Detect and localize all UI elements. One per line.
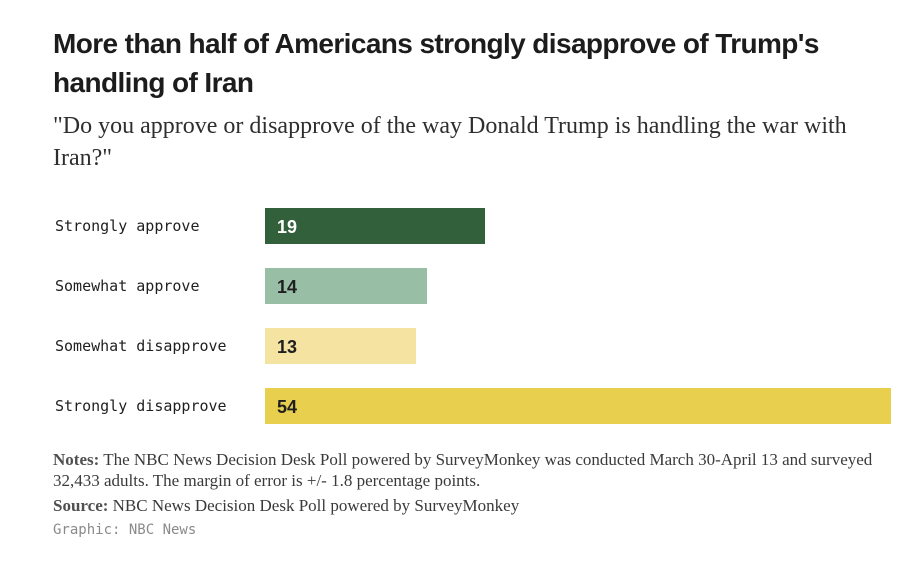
- notes: Notes: The NBC News Decision Desk Poll p…: [53, 449, 903, 491]
- notes-label: Notes:: [53, 450, 100, 469]
- notes-text: The NBC News Decision Desk Poll powered …: [53, 450, 873, 490]
- graphic-credit: Graphic: NBC News: [53, 522, 197, 538]
- bar-value-label: 19: [277, 217, 298, 237]
- bar: 54: [265, 388, 891, 424]
- bar: 14: [265, 268, 427, 304]
- category-label: Somewhat approve: [55, 277, 200, 295]
- category-label: Strongly approve: [55, 217, 200, 235]
- category-label: Strongly disapprove: [55, 397, 227, 415]
- bar-value-label: 54: [277, 397, 298, 417]
- bar-value-label: 14: [277, 277, 298, 297]
- source-label: Source:: [53, 496, 109, 515]
- category-label: Somewhat disapprove: [55, 337, 227, 355]
- bar: 19: [265, 208, 485, 244]
- bar-chart: Strongly approve 19 Somewhat approve 14 Some…: [0, 200, 922, 430]
- source: Source: NBC News Decision Desk Poll powe…: [53, 495, 903, 516]
- bar: 13: [265, 328, 416, 364]
- chart-title: More than half of Americans strongly dis…: [53, 28, 819, 98]
- bar-value-label: 13: [277, 337, 298, 357]
- source-text: NBC News Decision Desk Poll powered by S…: [108, 496, 520, 515]
- chart-subtitle: "Do you approve or disapprove of the way…: [53, 113, 847, 171]
